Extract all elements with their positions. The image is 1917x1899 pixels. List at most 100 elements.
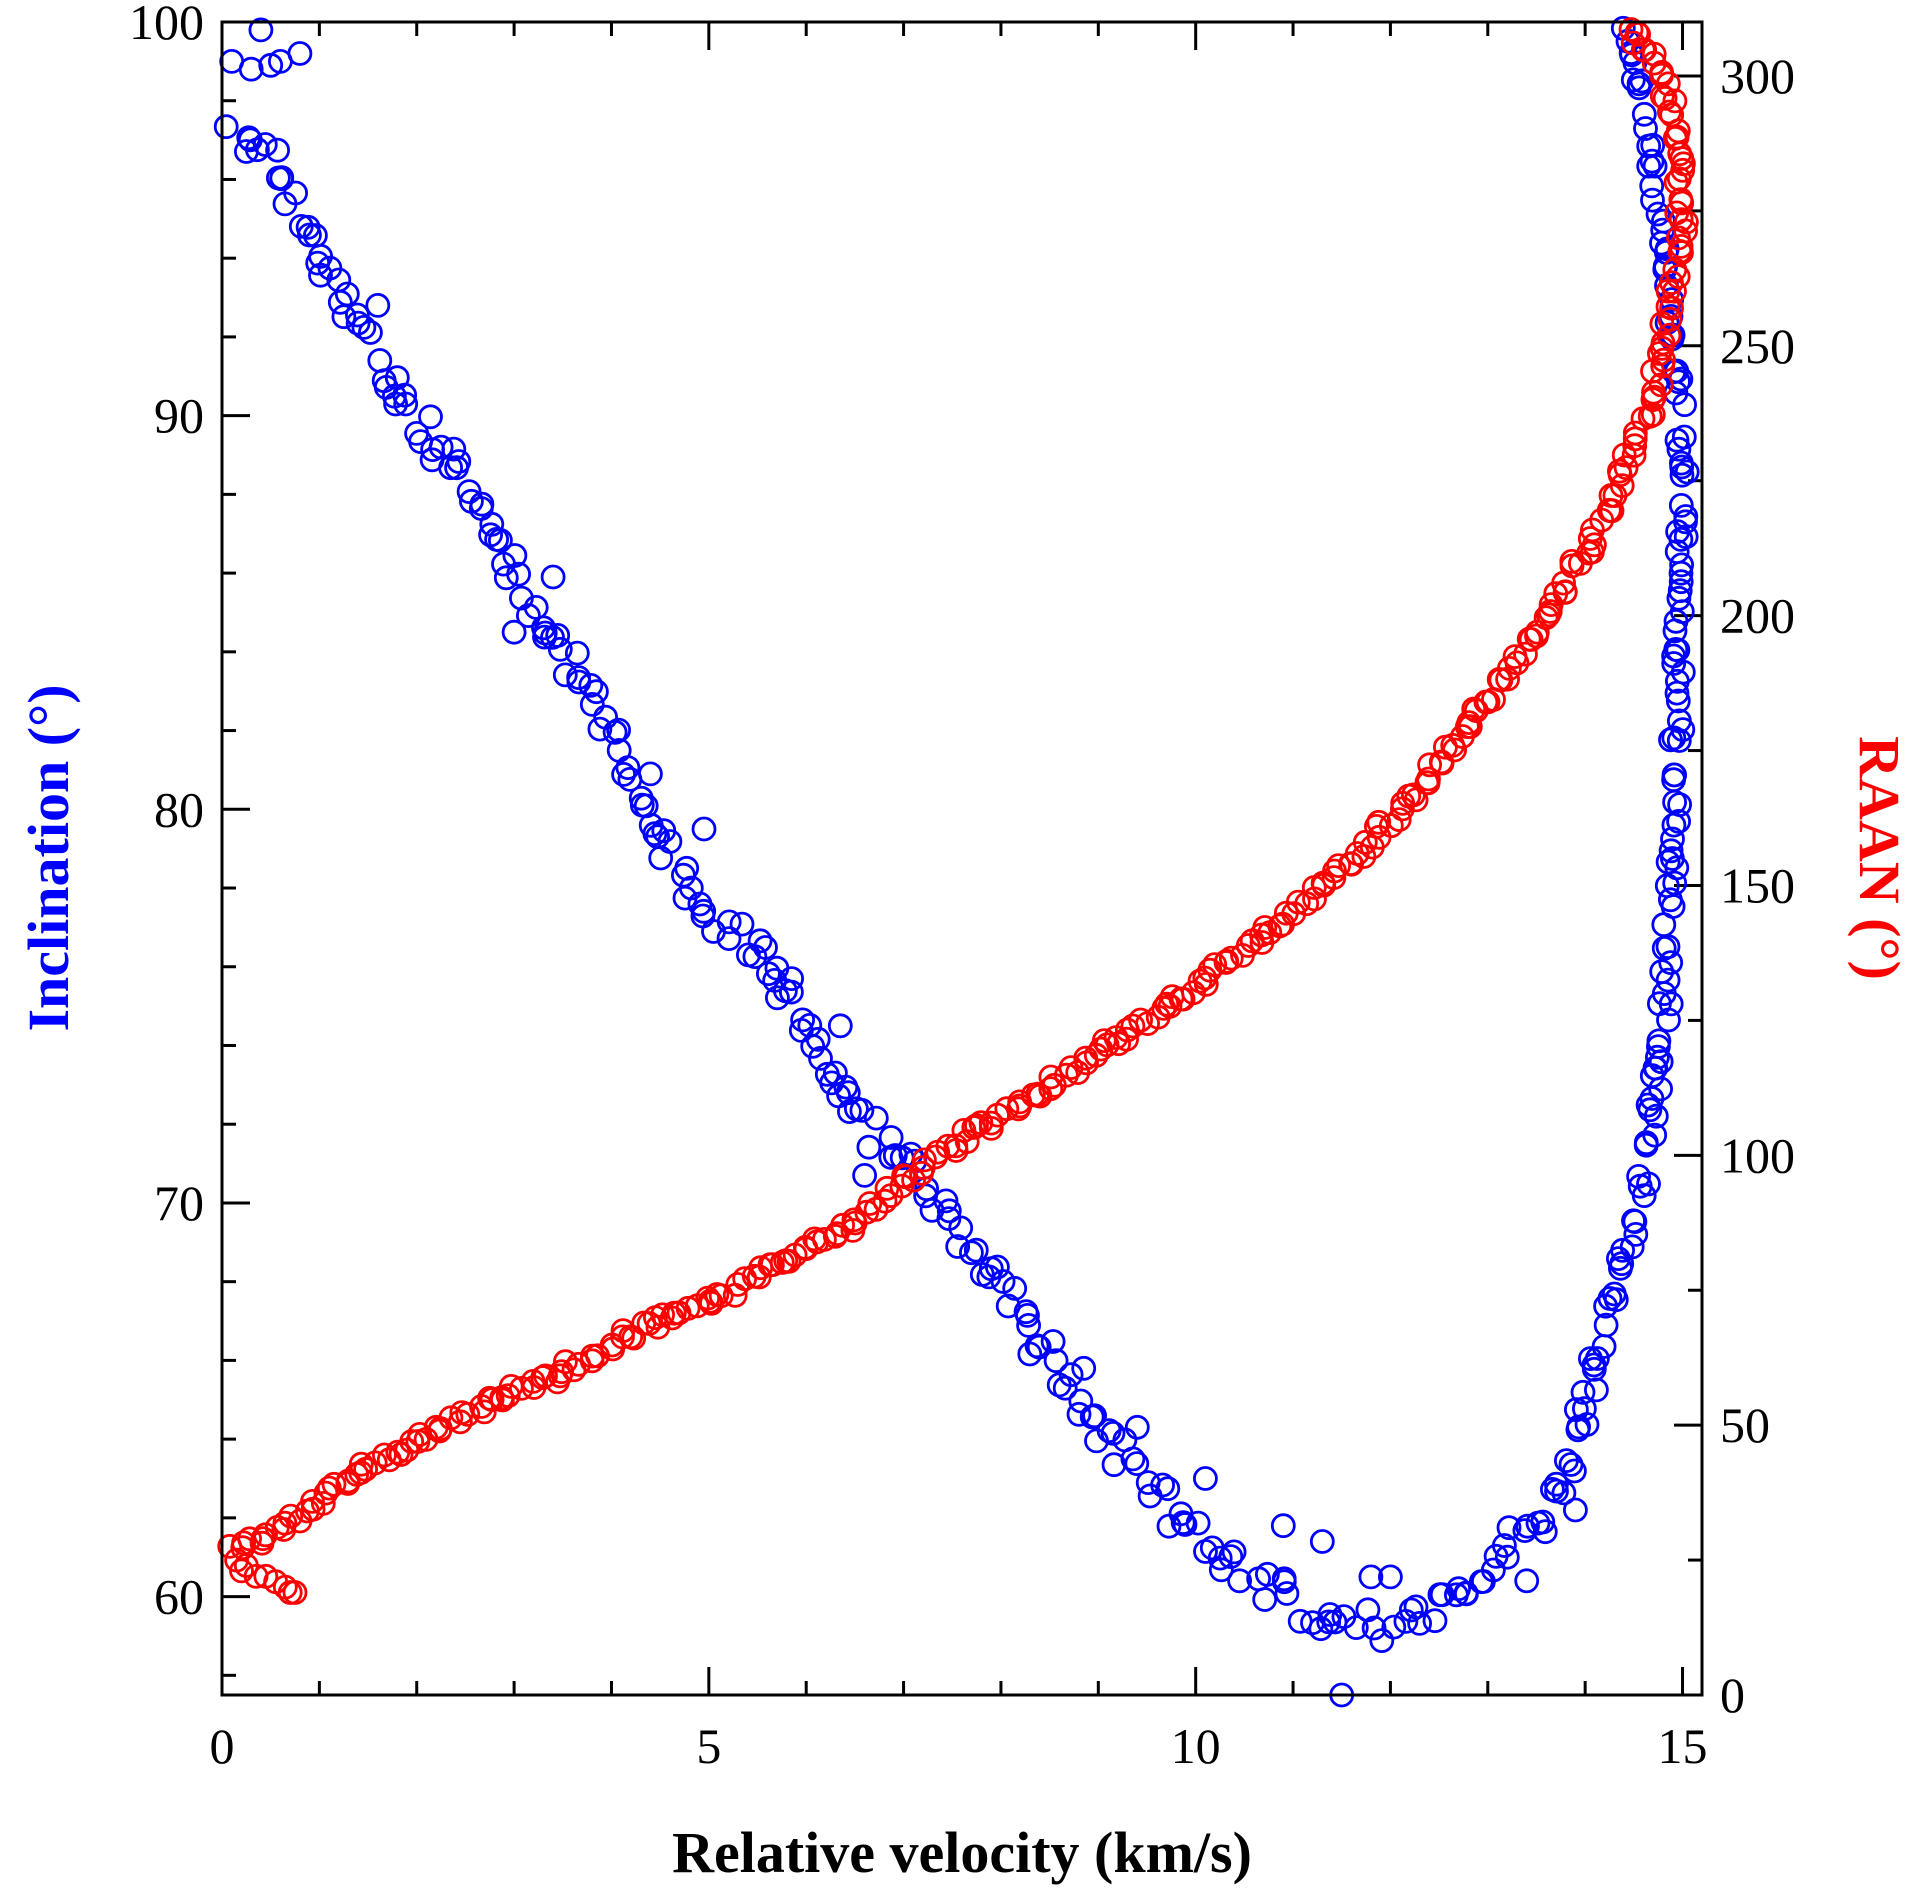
data-point-raan xyxy=(978,1110,1004,1136)
data-point-raan xyxy=(1218,945,1244,971)
data-point-inclination xyxy=(995,1293,1021,1319)
data-point-inclination xyxy=(1016,1313,1041,1338)
data-point-inclination xyxy=(808,1046,833,1071)
data-point-raan xyxy=(1378,813,1404,838)
data-point-inclination xyxy=(506,561,531,587)
data-point-inclination xyxy=(1068,1388,1094,1414)
data-point-raan xyxy=(1518,627,1544,652)
data-point-raan xyxy=(618,1324,644,1350)
data-point-inclination xyxy=(1271,1569,1297,1595)
data-point-raan xyxy=(1538,592,1564,617)
data-point-inclination xyxy=(487,528,513,553)
data-point-inclination xyxy=(252,132,278,157)
data-point-inclination xyxy=(1255,1561,1280,1587)
y-right-tick-label: 50 xyxy=(1720,1397,1770,1453)
data-point-inclination xyxy=(1597,1286,1623,1311)
data-point-inclination xyxy=(367,348,393,373)
data-point-inclination xyxy=(1270,1513,1296,1539)
data-point-inclination xyxy=(933,1188,959,1214)
data-point-raan xyxy=(321,1471,347,1497)
data-point-raan xyxy=(857,1191,883,1216)
data-point-inclination xyxy=(1666,436,1692,462)
data-point-raan xyxy=(1497,656,1522,681)
data-point-inclination xyxy=(1646,1028,1672,1054)
data-point-inclination xyxy=(428,434,454,460)
data-point-inclination xyxy=(1343,1615,1369,1640)
data-point-inclination xyxy=(1317,1602,1343,1627)
data-point-inclination xyxy=(602,719,628,745)
data-point-raan xyxy=(1650,330,1676,356)
data-point-inclination xyxy=(1544,1471,1569,1497)
data-point-raan xyxy=(1618,17,1644,42)
data-point-raan xyxy=(708,1283,734,1309)
data-point-inclination xyxy=(1669,552,1694,578)
data-point-inclination xyxy=(1665,637,1691,663)
data-point-inclination xyxy=(1601,1281,1627,1307)
data-point-raan xyxy=(1622,420,1648,446)
data-point-raan xyxy=(1662,88,1688,114)
data-point-inclination xyxy=(1358,1564,1384,1590)
plot-frame xyxy=(220,20,1704,1697)
data-point-inclination xyxy=(878,1125,904,1150)
data-point-inclination xyxy=(1071,1355,1097,1381)
data-point-inclination xyxy=(963,1237,989,1263)
data-point-inclination xyxy=(1660,894,1686,919)
data-point-inclination xyxy=(1043,1348,1069,1374)
data-point-inclination xyxy=(418,404,443,430)
data-point-inclination xyxy=(1623,1222,1649,1247)
data-point-raan xyxy=(1213,950,1239,975)
data-point-raan xyxy=(1120,1013,1146,1039)
data-point-inclination xyxy=(1551,1480,1577,1506)
y-left-tick-label: 80 xyxy=(154,781,204,837)
data-point-raan xyxy=(1154,991,1180,1017)
data-point-inclination xyxy=(547,636,573,662)
data-point-inclination xyxy=(1668,569,1694,595)
data-point-raan xyxy=(1649,62,1674,88)
data-point-inclination xyxy=(1649,959,1675,984)
data-point-inclination xyxy=(392,382,418,408)
data-point-raan xyxy=(447,1409,473,1435)
data-point-raan xyxy=(371,1442,397,1468)
data-point-raan xyxy=(760,1252,785,1278)
data-point-inclination xyxy=(1640,132,1666,158)
data-point-inclination xyxy=(1170,1510,1196,1535)
data-point-raan xyxy=(471,1399,497,1425)
data-point-inclination xyxy=(1585,1346,1610,1371)
data-point-raan xyxy=(1609,473,1635,499)
data-point-inclination xyxy=(1150,1472,1175,1498)
data-point-inclination xyxy=(287,41,313,66)
data-point-raan xyxy=(1038,1076,1064,1102)
data-point-inclination xyxy=(765,985,790,1011)
data-point-raan xyxy=(579,1348,605,1374)
data-point-raan xyxy=(533,1363,558,1389)
data-point-inclination xyxy=(1514,1568,1540,1594)
x-axis-title: Relative velocity (km/s) xyxy=(672,1820,1252,1885)
data-point-inclination xyxy=(1660,826,1685,852)
y-left-tick-label: 70 xyxy=(154,1175,204,1231)
data-point-raan xyxy=(455,1401,481,1427)
data-point-inclination xyxy=(1570,1379,1596,1405)
data-point-inclination xyxy=(1639,173,1665,199)
data-point-inclination xyxy=(1026,1334,1052,1360)
data-point-inclination xyxy=(1670,717,1696,742)
data-point-raan xyxy=(477,1385,503,1411)
data-point-inclination xyxy=(863,1105,889,1131)
x-tick-label: 0 xyxy=(210,1718,235,1774)
data-point-inclination xyxy=(1658,950,1684,975)
data-point-inclination xyxy=(1658,991,1684,1017)
data-point-inclination xyxy=(269,166,295,192)
data-point-raan xyxy=(1502,644,1528,669)
data-point-inclination xyxy=(948,1215,974,1241)
data-point-inclination xyxy=(1642,1122,1668,1148)
data-point-inclination xyxy=(283,180,309,206)
data-point-inclination xyxy=(579,692,605,717)
data-point-inclination xyxy=(691,816,717,842)
data-point-inclination xyxy=(1381,1614,1407,1640)
data-point-inclination xyxy=(1355,1597,1381,1623)
data-point-inclination xyxy=(1100,1420,1126,1446)
data-point-inclination xyxy=(1361,1615,1387,1641)
data-point-inclination xyxy=(1040,1329,1066,1354)
x-tick-label: 10 xyxy=(1171,1718,1221,1774)
data-point-inclination xyxy=(1227,1568,1252,1594)
data-point-raan xyxy=(1652,85,1678,111)
